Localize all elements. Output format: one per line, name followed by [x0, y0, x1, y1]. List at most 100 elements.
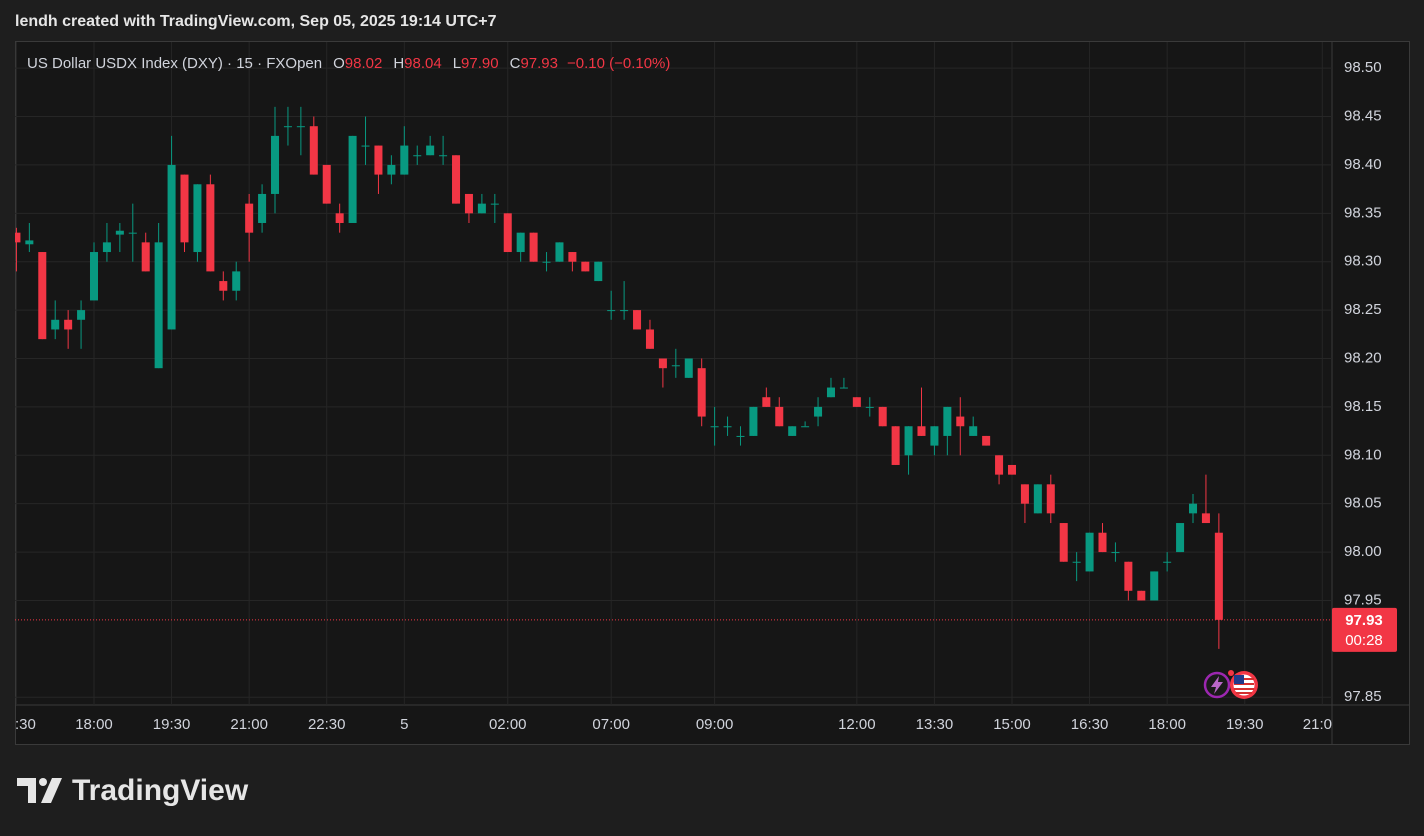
candle-body	[361, 145, 370, 147]
candle-body	[1188, 503, 1198, 514]
logo-dot	[39, 778, 47, 786]
candle-body	[581, 261, 590, 272]
candle-body	[852, 397, 861, 407]
candle-body	[503, 213, 512, 253]
candle-body	[439, 155, 448, 157]
last-price-box	[1332, 607, 1397, 652]
caption: lendh created with TradingView.com, Sep …	[15, 13, 497, 30]
legend-item: 97.90	[461, 55, 499, 72]
x-tick-label: 21:00	[230, 716, 268, 733]
candle-body	[141, 242, 150, 272]
candle-body	[594, 261, 603, 282]
x-tick-label: 13:30	[916, 716, 954, 733]
brand-name: TradingView	[72, 774, 249, 807]
candle-body	[1111, 552, 1120, 554]
candle-body	[1046, 484, 1055, 514]
candle-body	[1007, 464, 1017, 475]
y-tick-label: 98.25	[1344, 301, 1382, 318]
candle-body	[283, 126, 292, 128]
candle-body	[671, 365, 680, 367]
last-price-label: 97.93	[1345, 612, 1383, 629]
logo-v	[41, 778, 62, 803]
grid	[15, 42, 1332, 705]
candle-body	[258, 193, 267, 223]
candle-body	[15, 232, 21, 243]
candle-body	[956, 416, 965, 427]
candle-body	[296, 126, 305, 128]
candle-body	[490, 203, 499, 205]
y-tick-label: 98.15	[1344, 398, 1382, 415]
candle-body	[89, 252, 99, 301]
legend-item: 98.02	[345, 55, 383, 72]
x-tick-label: 21:0	[1303, 716, 1332, 733]
candle-body	[633, 310, 642, 330]
candle-body	[814, 406, 823, 417]
candle-body	[348, 135, 357, 223]
candle-body	[969, 426, 978, 436]
candle-body	[25, 240, 34, 245]
candle-body	[477, 203, 486, 214]
candle-body	[219, 281, 228, 291]
candle-body	[878, 406, 887, 427]
x-tick-label: 19:30	[1226, 716, 1264, 733]
time-axis: :30 18:00 19:30 21:00 22:30 5 02:00 07:00 09:00 1…	[15, 716, 1332, 733]
legend-item: H	[393, 55, 404, 72]
candle-body	[555, 242, 564, 262]
x-tick-label: :30	[15, 716, 36, 733]
candle-body	[1201, 513, 1210, 524]
candle-body	[335, 213, 344, 223]
legend-item: L	[453, 55, 461, 72]
candle-body	[710, 426, 719, 428]
candle-body	[1214, 532, 1223, 620]
y-tick-label: 98.40	[1344, 156, 1382, 173]
candle-body	[1020, 484, 1029, 504]
y-tick-label: 97.95	[1344, 591, 1382, 608]
candle-body	[620, 310, 629, 312]
candle-body	[206, 184, 215, 272]
event-dot	[1228, 670, 1234, 676]
legend-item: O	[333, 55, 345, 72]
candle-body	[684, 358, 693, 378]
candle-body	[1098, 532, 1107, 553]
candle-body	[77, 310, 86, 320]
y-tick-label: 98.45	[1344, 107, 1382, 124]
y-tick-label: 98.05	[1344, 495, 1382, 512]
candle-body	[516, 232, 525, 253]
candle-body	[658, 358, 667, 369]
candle-body	[762, 397, 771, 407]
candle-body	[801, 426, 810, 428]
chart-panel	[15, 41, 1410, 745]
y-tick-label: 98.50	[1344, 59, 1382, 76]
x-tick-label: 16:30	[1071, 716, 1109, 733]
countdown-label: 00:28	[1345, 632, 1383, 649]
candle-body	[697, 368, 706, 417]
candle-body	[426, 145, 435, 156]
candle-body	[38, 252, 47, 340]
candle-body	[400, 145, 409, 175]
candle-body	[193, 184, 202, 253]
ohlc-legend: US Dollar USDX Index (DXY) · 15 · FXOpen…	[27, 55, 670, 72]
x-tick-label: 15:00	[993, 716, 1031, 733]
candle-body	[115, 230, 124, 235]
candle-body	[413, 155, 422, 157]
candle-body	[1085, 532, 1094, 572]
candle-body	[645, 329, 654, 349]
x-tick-label: 18:00	[75, 716, 113, 733]
y-tick-label: 98.30	[1344, 253, 1382, 270]
legend-item: C	[510, 55, 521, 72]
candle-body	[529, 232, 538, 262]
y-tick-label: 97.85	[1344, 688, 1382, 705]
candle-body	[736, 435, 745, 437]
y-tick-label: 98.10	[1344, 446, 1382, 463]
candle-body	[788, 426, 797, 436]
event-icons	[1203, 670, 1258, 699]
legend-item: US Dollar USDX Index (DXY) · 15 · FXOpen	[27, 55, 322, 72]
candle-body	[723, 426, 732, 428]
candle-body	[1176, 523, 1185, 553]
candle-body	[128, 232, 137, 234]
candle-body	[452, 155, 461, 204]
candle-body	[826, 387, 835, 398]
candle-body	[374, 145, 383, 175]
candle-body	[1150, 571, 1159, 601]
